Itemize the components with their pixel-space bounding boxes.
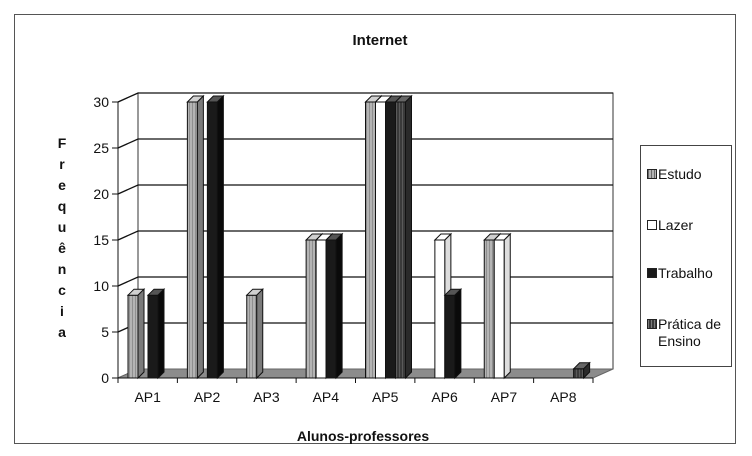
y-tick-label: 20 <box>93 186 109 202</box>
legend-swatch <box>647 319 657 329</box>
x-tick-label: AP7 <box>491 389 518 405</box>
y-axis-label-letter: r <box>59 156 65 172</box>
x-tick-label: AP3 <box>253 389 280 405</box>
bar-AP6-2 <box>443 287 463 380</box>
bar-AP5-3 <box>394 94 413 380</box>
legend-label: Estudo <box>658 166 702 182</box>
legend-swatch <box>647 220 657 230</box>
x-tick-label: AP1 <box>134 389 161 405</box>
plot-area: 0 5 10 15 20 25 30 AP1 AP2 AP3 AP4 AP5 AP6 AP7 AP8 <box>93 92 614 405</box>
y-axis-label-letter: a <box>58 324 66 340</box>
legend-item: Prática de Ensino <box>647 316 731 350</box>
x-tick-label: AP5 <box>372 389 399 405</box>
y-tick-label: 15 <box>93 232 109 248</box>
y-axis-label-letter: n <box>58 261 67 277</box>
y-axis-label-letter: F <box>58 135 67 151</box>
x-axis-label: Alunos-professores <box>297 428 429 444</box>
y-axis-label-letter: e <box>58 177 66 193</box>
x-tick-label: AP8 <box>550 389 577 405</box>
y-tick-label: 0 <box>101 370 109 386</box>
x-tick-label: AP6 <box>431 389 458 405</box>
y-tick-label: 25 <box>93 140 109 156</box>
y-axis-label-letter: q <box>58 198 67 214</box>
bar-AP7-1 <box>493 232 512 380</box>
x-tick-label: AP4 <box>313 389 340 405</box>
y-axis-label-letter: i <box>60 303 64 319</box>
gridline <box>117 138 613 149</box>
gridline <box>117 230 613 241</box>
bar-AP1-2 <box>146 287 166 380</box>
bar-AP3-0 <box>245 287 264 380</box>
gridline <box>117 92 613 103</box>
gridline <box>117 184 613 195</box>
y-tick-label: 30 <box>93 94 109 110</box>
legend-label: Lazer <box>658 217 694 233</box>
bar-AP4-2 <box>324 232 344 380</box>
y-axis-label-letter: u <box>58 219 67 235</box>
legend: Estudo Lazer Trabalho Prática de Ensino <box>640 145 732 367</box>
y-axis-label-letter: ê <box>58 240 66 256</box>
legend-label: Prática de Ensino <box>658 316 722 349</box>
bar-AP1-0 <box>126 287 146 380</box>
y-tick-label: 5 <box>101 324 109 340</box>
x-tick-label: AP2 <box>194 389 221 405</box>
legend-label: Trabalho <box>658 265 713 281</box>
y-axis-label-letter: c <box>58 282 66 298</box>
chart-title: Internet <box>352 32 407 49</box>
legend-item: Trabalho <box>647 265 713 282</box>
legend-item: Lazer <box>647 217 693 234</box>
bar-AP8-3 <box>572 361 591 380</box>
legend-swatch <box>647 169 657 179</box>
y-tick-label: 10 <box>93 278 109 294</box>
gridline <box>117 276 613 287</box>
legend-item: Estudo <box>647 166 702 183</box>
legend-swatch <box>647 268 657 278</box>
bar-AP2-0 <box>186 94 205 380</box>
bar-AP2-2 <box>206 94 225 380</box>
